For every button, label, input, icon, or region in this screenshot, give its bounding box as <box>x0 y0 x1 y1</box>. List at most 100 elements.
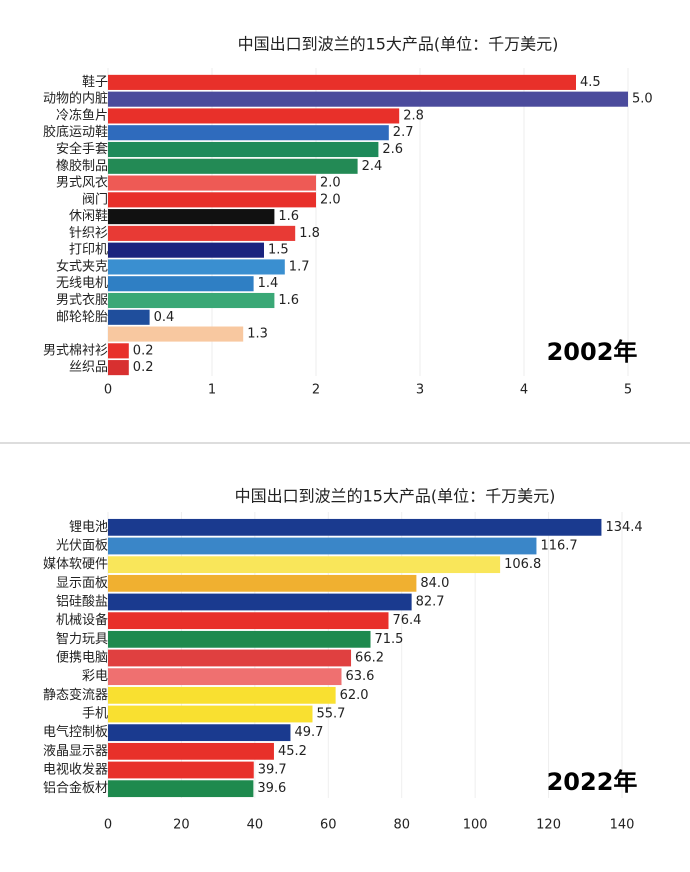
bar <box>108 158 358 174</box>
category-label: 液晶显示器 <box>43 744 108 759</box>
value-label: 106.8 <box>504 557 541 572</box>
category-label: 便携电脑 <box>56 650 108 666</box>
value-label: 45.2 <box>278 744 307 759</box>
value-label: 0.2 <box>133 360 154 375</box>
bar <box>108 242 264 258</box>
value-label: 84.0 <box>420 576 449 591</box>
value-label: 2.8 <box>403 108 424 123</box>
value-label: 71.5 <box>375 632 404 647</box>
value-label: 63.6 <box>346 669 375 684</box>
year-annotation: 2022年 <box>547 768 638 796</box>
value-label: 82.7 <box>416 595 445 610</box>
bar <box>108 309 150 325</box>
bar <box>108 175 316 191</box>
value-label: 1.8 <box>299 226 320 241</box>
value-label: 2.6 <box>382 142 403 157</box>
category-label: 铝合金板材 <box>43 780 108 796</box>
value-label: 2.7 <box>393 125 414 140</box>
x-tick-label: 0 <box>104 818 112 833</box>
value-label: 5.0 <box>632 92 653 107</box>
value-label: 0.2 <box>133 343 154 358</box>
bar <box>108 259 285 275</box>
value-label: 2.4 <box>362 159 383 174</box>
bar <box>108 649 352 667</box>
category-label: 邮轮轮胎 <box>56 310 108 325</box>
value-label: 4.5 <box>580 75 601 90</box>
category-label: 无线电机 <box>56 276 108 291</box>
category-label: 打印机 <box>69 243 108 258</box>
value-label: 49.7 <box>294 725 323 740</box>
bar <box>108 574 417 592</box>
bar <box>108 556 501 574</box>
category-label: 男式衣服 <box>56 292 108 308</box>
bar <box>108 686 336 704</box>
value-label: 1.6 <box>278 209 299 224</box>
value-label: 1.7 <box>289 259 310 274</box>
category-label: 鞋子 <box>82 74 108 90</box>
bar <box>108 192 316 208</box>
x-tick-label: 5 <box>624 383 632 398</box>
category-label: 静态变流器 <box>43 687 108 703</box>
category-label: 针织衫 <box>69 226 108 241</box>
x-tick-label: 3 <box>416 383 424 398</box>
category-label: 动物的内脏 <box>43 91 108 107</box>
category-label: 橡胶制品 <box>56 158 108 174</box>
bar <box>108 593 412 611</box>
bar <box>108 705 313 723</box>
value-label: 39.7 <box>258 763 287 778</box>
category-label: 女式夹克 <box>56 258 108 274</box>
bar <box>108 225 296 241</box>
chart-title: 中国出口到波兰的15大产品(单位：千万美元) <box>235 487 556 506</box>
bar <box>108 141 379 158</box>
x-tick-label: 0 <box>104 383 112 398</box>
bar <box>108 125 389 141</box>
bar <box>108 780 254 798</box>
bar <box>108 537 537 555</box>
category-label: 显示面板 <box>56 576 108 591</box>
x-tick-label: 40 <box>247 818 264 833</box>
bar <box>108 742 274 760</box>
value-label: 1.6 <box>278 293 299 308</box>
chart-title: 中国出口到波兰的15大产品(单位：千万美元) <box>238 35 559 54</box>
category-label: 男式风衣 <box>56 175 108 191</box>
bar <box>108 343 129 359</box>
category-label: 手机 <box>82 707 108 722</box>
bar <box>108 761 254 779</box>
bar <box>108 724 291 742</box>
x-tick-label: 60 <box>320 818 337 833</box>
category-label: 智力玩具 <box>56 632 108 647</box>
category-label: 男式棉衬衫 <box>43 343 108 358</box>
value-label: 2.0 <box>320 192 341 207</box>
value-label: 134.4 <box>605 520 642 535</box>
bar <box>108 668 342 686</box>
x-tick-label: 120 <box>536 818 561 833</box>
value-label: 1.5 <box>268 243 289 258</box>
value-label: 55.7 <box>316 707 345 722</box>
value-label: 39.6 <box>257 781 286 796</box>
bar <box>108 74 576 90</box>
bar <box>108 326 244 342</box>
value-label: 62.0 <box>340 688 369 703</box>
value-label: 116.7 <box>540 539 577 554</box>
bar <box>108 360 129 376</box>
year-annotation: 2002年 <box>547 338 638 366</box>
category-label: 锂电池 <box>69 520 108 535</box>
bar <box>108 518 602 536</box>
x-tick-label: 20 <box>173 818 190 833</box>
category-label: 丝织品 <box>69 360 108 375</box>
category-label: 电气控制板 <box>43 724 108 740</box>
x-tick-label: 1 <box>208 383 216 398</box>
value-label: 1.3 <box>247 327 268 342</box>
bar <box>108 276 254 292</box>
category-label: 休闲鞋 <box>69 208 108 224</box>
x-tick-label: 100 <box>463 818 488 833</box>
bar <box>108 292 275 309</box>
bar <box>108 209 275 225</box>
value-label: 1.4 <box>258 276 279 291</box>
bar <box>108 612 389 630</box>
bar <box>108 91 628 107</box>
category-label: 光伏面板 <box>56 539 108 554</box>
category-label: 铝硅酸盐 <box>56 595 108 610</box>
category-label: 彩电 <box>82 669 108 684</box>
